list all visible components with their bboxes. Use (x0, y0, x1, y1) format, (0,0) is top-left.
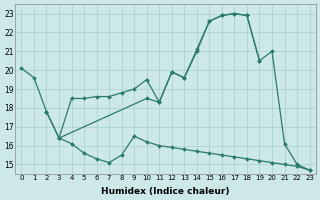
X-axis label: Humidex (Indice chaleur): Humidex (Indice chaleur) (101, 187, 230, 196)
